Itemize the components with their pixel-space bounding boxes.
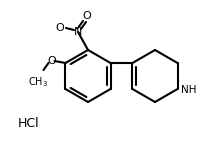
Text: O: O xyxy=(83,11,91,21)
Text: HCl: HCl xyxy=(18,117,40,130)
Text: O: O xyxy=(47,56,56,66)
Text: CH$_3$: CH$_3$ xyxy=(29,75,49,89)
Text: O: O xyxy=(56,23,64,33)
Text: N: N xyxy=(74,27,82,37)
Text: NH: NH xyxy=(181,85,196,95)
